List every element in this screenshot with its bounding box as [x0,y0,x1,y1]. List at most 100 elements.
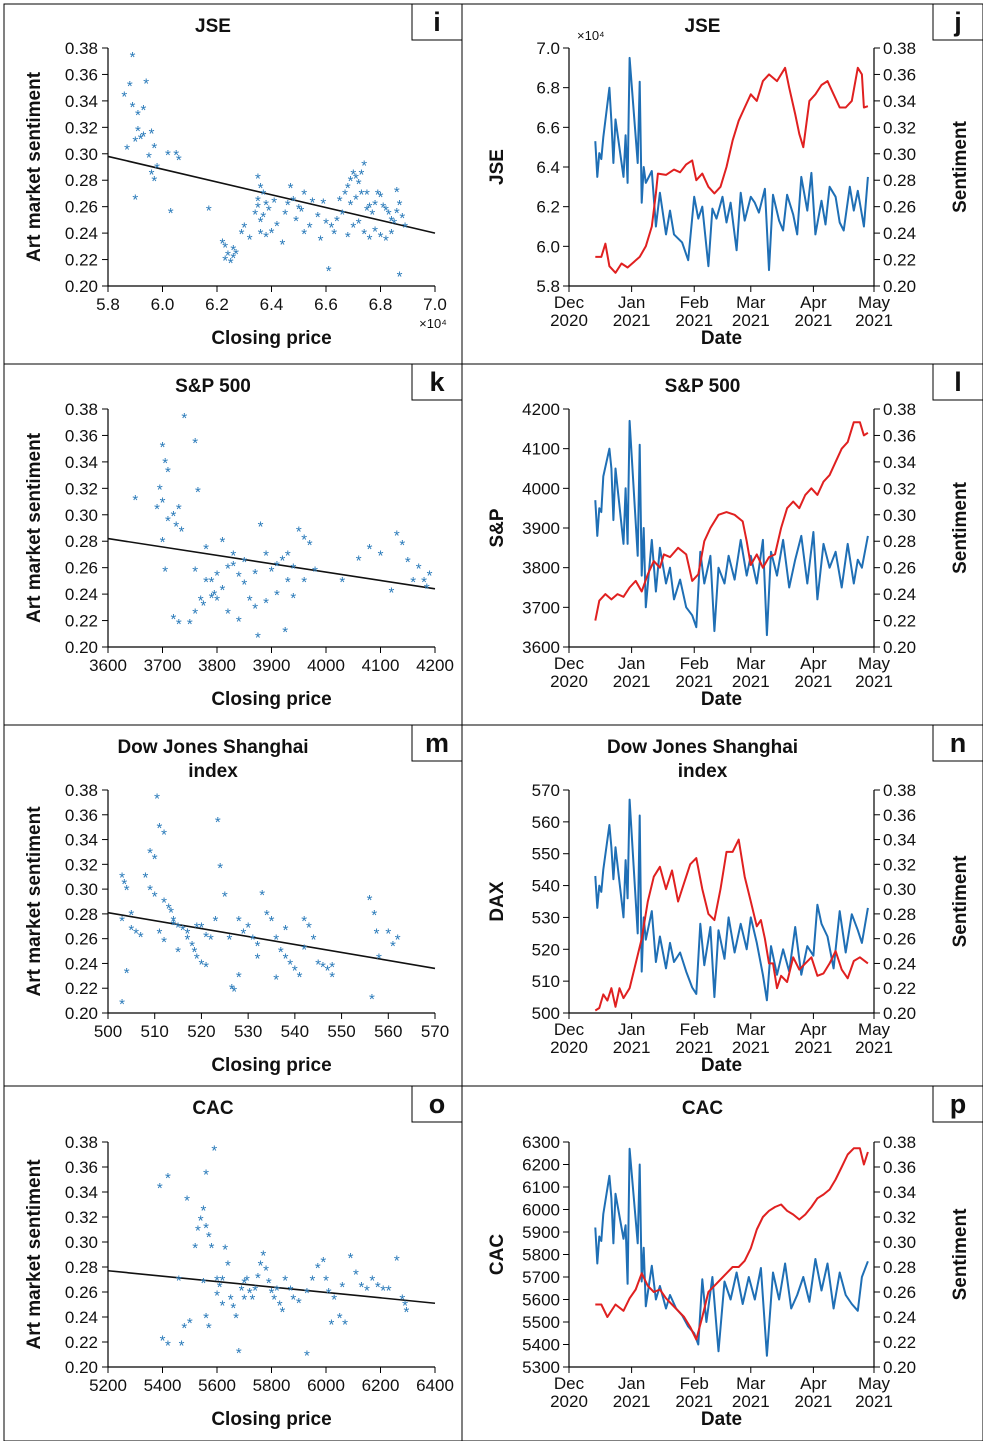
scatter-point: * [255,950,261,967]
y-tick-label-left: 520 [532,940,560,959]
scatter-point: * [160,495,166,512]
scatter-point: * [339,1279,345,1296]
scatter-point: * [329,220,335,237]
scatter-point: * [154,160,160,177]
scatter-point: * [342,186,348,203]
panel-m-decor: m Dow Jones Shanghai index [117,724,463,782]
scatter-point: * [250,1291,256,1308]
scatter-point: * [297,969,303,986]
scatter-point: * [146,149,152,166]
line-plot-l: 3600 3700 3800 3900 4000 4100 4200 0.20 0.22 0.24… [487,400,971,710]
x-tick-label-month: May [858,1020,891,1039]
x-tick-label-month: May [858,654,891,673]
y-tick-label-right: 0.32 [883,118,916,137]
y-tick-label: 0.32 [65,479,98,498]
scatter-point: * [326,1285,332,1302]
y-axis-label-right: Sentiment [950,120,971,213]
x-tick-label-month: Mar [736,1374,766,1393]
x-tick-label-month: Feb [680,1020,709,1039]
y-tick-label-right: 0.24 [883,224,916,243]
panel-letter-box [411,724,463,762]
scatter-point: * [228,1291,234,1308]
scatter-point: * [176,616,182,633]
scatter-point: * [121,89,127,106]
scatter-point: * [274,218,280,235]
x-tick-label: 3900 [253,656,291,675]
scatter-point: * [225,247,231,264]
scatter-point: * [199,956,205,973]
y-tick-label-left: 5600 [522,1291,560,1310]
scatter-point: * [170,508,176,525]
y-tick-label: 0.28 [65,905,98,924]
scatter-point: * [154,501,160,518]
scatter-point: * [165,464,171,481]
scatter-point: * [141,128,147,145]
y-tick-label: 0.24 [65,954,98,973]
panel-k-decor: k S&P 500 [175,363,463,401]
x-tick-label: 6.4 [260,295,284,314]
scatter-point: * [157,1180,163,1197]
price-series-line [594,56,869,272]
scatter-point: * [209,590,215,607]
scatter-point: * [141,102,147,119]
scatter-point: * [161,895,167,912]
scatter-point: * [345,180,351,197]
y-tick-label-left: 5400 [522,1336,560,1355]
scatter-point: * [189,938,195,955]
scatter-point: * [230,250,236,267]
scatter-point: * [320,959,326,976]
scatter-point: * [356,553,362,570]
scatter-point: * [348,197,354,214]
scatter-point: * [266,1275,272,1292]
x-tick-label: 4100 [362,656,400,675]
scatter-point: * [369,1273,375,1290]
x-tick-label: 3600 [89,656,127,675]
scatter-point: * [217,860,223,877]
scatter-point: * [161,934,167,951]
x-tick-label-year: 2021 [613,1392,651,1411]
scatter-point: * [162,455,168,472]
scatter-point: * [241,577,247,594]
sentiment-series-line [594,838,869,1012]
x-tick-label-year: 2021 [613,1038,651,1057]
scatter-point: * [160,534,166,551]
scatter-point: * [311,932,317,949]
scatter-point: * [209,1240,215,1257]
scatter-point: * [220,582,226,599]
scatter-point: * [367,541,373,558]
scatter-point: * [258,180,264,197]
scatter-point: * [195,1223,201,1240]
y-tick-label: 0.36 [65,65,98,84]
y-axis-label: Art market sentiment [24,432,45,623]
scatter-point: * [222,253,228,270]
y-tick-label-right: 0.32 [883,855,916,874]
scatter-point: * [356,216,362,233]
scatter-point: * [245,919,251,936]
x-tick-label-month: Feb [680,293,709,312]
x-tick-label: 6.2 [205,295,229,314]
scatter-point: * [258,518,264,535]
x-tick-label-year: 2021 [794,1038,832,1057]
scatter-point: * [157,481,163,498]
x-tick-label: 5400 [144,1376,182,1395]
scatter-point: * [213,913,219,930]
scatter-point: * [128,907,134,924]
line-plot-j: 5.8 6.0 6.2 6.4 6.6 6.8 7.0 ×10⁴ 0.20 0.22 0.24 0.2… [487,28,971,349]
y-tick-label: 0.34 [65,831,98,850]
scatter-point: * [124,141,130,158]
scatter-point: * [287,956,293,973]
scatter-point: * [151,140,157,157]
y-tick-label: 0.32 [65,1208,98,1227]
x-tick-label-year: 2020 [550,1392,588,1411]
scatter-point: * [260,1248,266,1265]
y-tick-label: 0.26 [65,1283,98,1302]
scatter-point: * [132,192,138,209]
scatter-point: * [176,501,182,518]
y-tick-label-right: 0.34 [883,831,916,850]
scatter-point: * [263,1263,269,1280]
scatter-point: * [209,574,215,591]
scatter-point: * [160,1333,166,1350]
scatter-point: * [260,186,266,203]
y-axis-label: Art market sentiment [24,71,45,262]
